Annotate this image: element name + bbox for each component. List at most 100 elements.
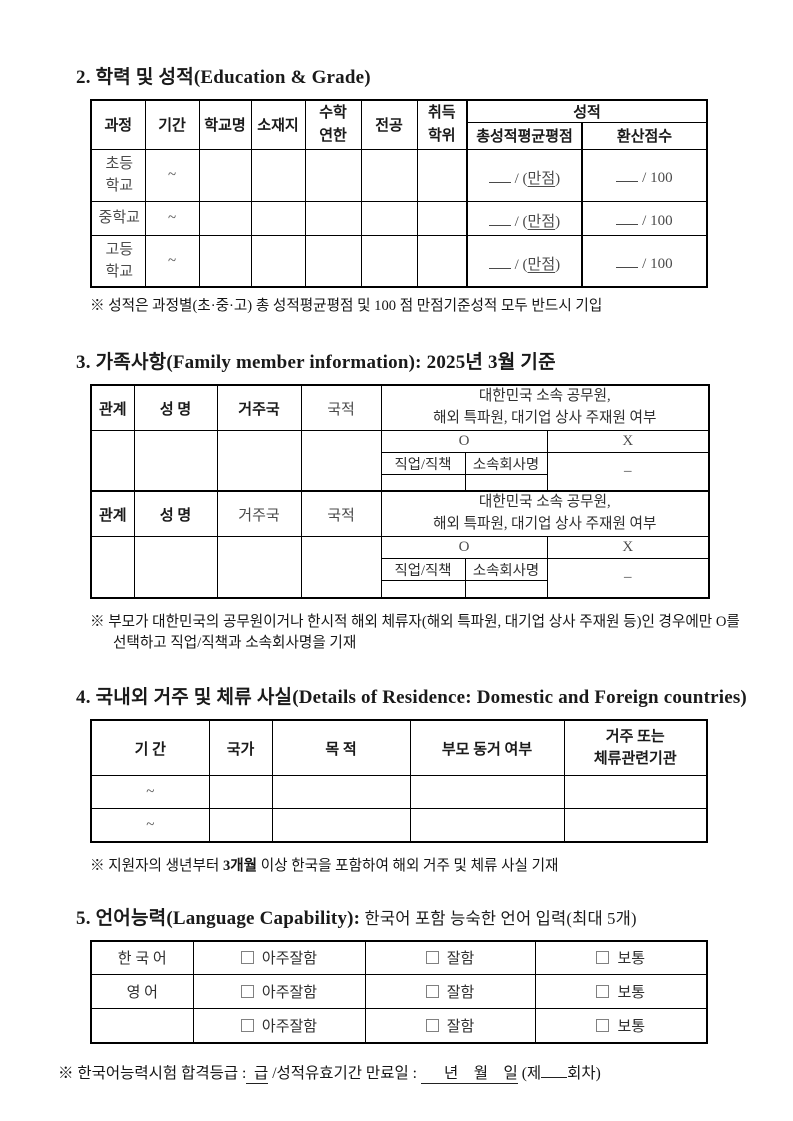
res-period-cell[interactable]: ~ <box>90 808 210 843</box>
fam-status-yes-cell[interactable]: O <box>380 429 548 453</box>
edu-school-cell[interactable] <box>198 200 252 236</box>
lang-option-excellent[interactable]: 아주잘함 <box>192 974 366 1010</box>
edu-years-cell[interactable] <box>304 234 362 288</box>
checkbox-icon[interactable] <box>596 985 610 999</box>
res-header-with-parents: 부모 동거 여부 <box>409 719 565 777</box>
edu-school-cell[interactable] <box>198 148 252 202</box>
res-header-period: 기 간 <box>90 719 210 777</box>
residence-note: ※ 지원자의 생년부터 3개월 이상 한국을 포함하여 해외 거주 및 체류 사… <box>90 857 559 874</box>
edu-converted-cell[interactable]: / 100 <box>580 200 708 236</box>
edu-converted-cell[interactable]: / 100 <box>580 148 708 202</box>
res-with-parents-cell[interactable] <box>409 808 565 843</box>
lang-option-fair[interactable]: 보통 <box>534 940 708 976</box>
lang-option-excellent[interactable]: 아주잘함 <box>192 940 366 976</box>
education-note: ※ 성적은 과정별(초·중·고) 총 성적평균평점 및 100 점 만점기준성적… <box>90 298 603 315</box>
edu-period-cell[interactable]: ~ <box>144 200 200 236</box>
fam-header-country: 거주국 <box>216 384 302 431</box>
fam-header-relation: 관계 <box>90 384 135 431</box>
fam-name-cell[interactable] <box>133 429 218 492</box>
fam-header-status: 대한민국 소속 공무원, 해외 특파원, 대기업 상사 주재원 여부 <box>380 490 710 538</box>
fam-status-yes-cell[interactable]: O <box>380 536 548 560</box>
checkbox-icon[interactable] <box>596 951 610 965</box>
res-purpose-cell[interactable] <box>271 808 411 843</box>
edu-degree-cell[interactable] <box>416 234 468 288</box>
checkbox-icon[interactable] <box>425 1018 439 1032</box>
edu-row-label-high: 고등 학교 <box>90 234 146 288</box>
fam-country-cell[interactable] <box>216 429 302 492</box>
fam-dash-cell: – <box>546 451 710 492</box>
edu-location-cell[interactable] <box>250 234 306 288</box>
checkbox-icon[interactable] <box>240 1018 254 1032</box>
edu-header-converted: 환산점수 <box>580 121 708 150</box>
edu-gpa-cell[interactable]: / (만점) <box>466 148 583 202</box>
checkbox-icon[interactable] <box>240 951 254 965</box>
section-title-education: 2. 학력 및 성적(Education & Grade) <box>76 67 371 88</box>
residence-table: 기 간 국가 목 적 부모 동거 여부 거주 또는 체류관련기관 ~ ~ <box>90 718 708 843</box>
edu-degree-cell[interactable] <box>416 200 468 236</box>
edu-header-years: 수학 연한 <box>304 99 362 150</box>
res-institution-cell[interactable] <box>563 775 708 810</box>
fam-job-cell[interactable] <box>380 473 466 492</box>
checkbox-icon[interactable] <box>240 985 254 999</box>
fam-company-cell[interactable] <box>464 473 548 492</box>
res-purpose-cell[interactable] <box>271 775 411 810</box>
fam-status-no-cell[interactable]: X <box>546 536 710 560</box>
blank-line <box>616 212 639 225</box>
language-table: 한 국 어 아주잘함 잘함 보통 영 어 아주잘함 잘함 보통 아주잘함 잘함 … <box>90 939 708 1044</box>
fam-dash-cell: – <box>546 558 710 599</box>
edu-gpa-cell[interactable]: / (만점) <box>466 234 583 288</box>
topik-round-blank[interactable] <box>541 1063 568 1078</box>
edu-row-label-elementary: 초등 학교 <box>90 148 146 202</box>
edu-header-school: 학교명 <box>198 99 252 150</box>
edu-header-course: 과정 <box>90 99 146 150</box>
edu-school-cell[interactable] <box>198 234 252 288</box>
fam-country-cell[interactable] <box>216 536 302 599</box>
fam-relation-cell[interactable] <box>90 536 135 599</box>
fam-header-relation: 관계 <box>90 490 135 538</box>
res-institution-cell[interactable] <box>563 808 708 843</box>
fam-nationality-cell[interactable] <box>300 429 382 492</box>
topik-note: ※ 한국어능력시험 합격등급 : 급 /성적유효기간 만료일 : 년 월 일 (… <box>58 1063 601 1084</box>
fam-relation-cell[interactable] <box>90 429 135 492</box>
edu-location-cell[interactable] <box>250 148 306 202</box>
lang-option-fair[interactable]: 보통 <box>534 1008 708 1044</box>
res-country-cell[interactable] <box>208 808 273 843</box>
checkbox-icon[interactable] <box>596 1018 610 1032</box>
res-period-cell[interactable]: ~ <box>90 775 210 810</box>
language-title-note: 한국어 포함 능숙한 언어 입력(최대 5개) <box>360 908 637 928</box>
blank-line <box>488 170 511 184</box>
checkbox-icon[interactable] <box>425 985 439 999</box>
edu-converted-cell[interactable]: / 100 <box>580 234 708 288</box>
edu-major-cell[interactable] <box>360 234 418 288</box>
edu-gpa-cell[interactable]: / (만점) <box>466 200 583 236</box>
fam-job-cell[interactable] <box>380 580 466 599</box>
edu-years-cell[interactable] <box>304 148 362 202</box>
section-title-family: 3. 가족사항(Family member information): 2025… <box>76 352 556 374</box>
lang-option-good[interactable]: 잘함 <box>364 1008 536 1044</box>
section-title-residence: 4. 국내외 거주 및 체류 사실(Details of Residence: … <box>76 687 747 709</box>
edu-header-location: 소재지 <box>250 99 306 150</box>
edu-degree-cell[interactable] <box>416 148 468 202</box>
res-with-parents-cell[interactable] <box>409 775 565 810</box>
edu-location-cell[interactable] <box>250 200 306 236</box>
fam-name-cell[interactable] <box>133 536 218 599</box>
edu-period-cell[interactable]: ~ <box>144 234 200 288</box>
lang-option-fair[interactable]: 보통 <box>534 974 708 1010</box>
fam-status-no-cell[interactable]: X <box>546 429 710 453</box>
edu-period-cell[interactable]: ~ <box>144 148 200 202</box>
topik-grade-blank[interactable]: 급 <box>246 1064 269 1084</box>
res-country-cell[interactable] <box>208 775 273 810</box>
topik-date-blank[interactable]: 년 월 일 <box>420 1064 518 1084</box>
edu-years-cell[interactable] <box>304 200 362 236</box>
lang-option-good[interactable]: 잘함 <box>364 974 536 1010</box>
education-table: 과정 기간 학교명 소재지 수학 연한 전공 취득 학위 성적 총성적평균평점 … <box>90 98 709 289</box>
edu-major-cell[interactable] <box>360 200 418 236</box>
fam-nationality-cell[interactable] <box>300 536 382 599</box>
checkbox-icon[interactable] <box>425 951 439 965</box>
blank-line <box>616 169 639 182</box>
lang-option-good[interactable]: 잘함 <box>364 940 536 976</box>
edu-major-cell[interactable] <box>360 148 418 202</box>
fam-company-cell[interactable] <box>464 580 548 599</box>
lang-label-blank[interactable] <box>90 1008 194 1044</box>
lang-option-excellent[interactable]: 아주잘함 <box>192 1008 366 1044</box>
